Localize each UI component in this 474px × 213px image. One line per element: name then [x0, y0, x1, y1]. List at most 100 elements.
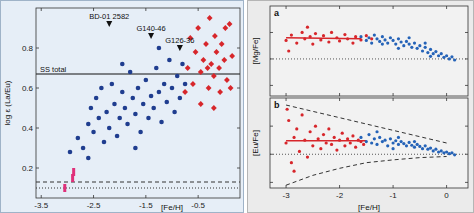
data-point	[359, 140, 362, 143]
data-point	[222, 25, 228, 31]
data-point	[117, 116, 122, 121]
reference-line	[270, 58, 468, 59]
data-point	[426, 51, 429, 54]
trend-line	[286, 140, 366, 142]
x-tick	[145, 8, 146, 11]
data-point	[107, 126, 112, 131]
data-point	[359, 38, 362, 41]
x-tick	[198, 8, 199, 11]
y-tick	[237, 128, 240, 129]
plot-frame	[36, 8, 240, 198]
data-point	[453, 58, 456, 61]
data-point	[416, 47, 419, 50]
data-point	[292, 136, 295, 139]
reference-line	[36, 74, 240, 75]
y-tick	[36, 88, 39, 89]
data-point	[437, 54, 440, 57]
data-point	[413, 140, 416, 143]
data-point	[309, 35, 312, 38]
data-point	[338, 139, 341, 142]
data-point	[298, 150, 301, 153]
data-point	[180, 62, 185, 67]
data-point	[68, 150, 73, 155]
data-point	[378, 136, 381, 139]
x-tick	[93, 8, 94, 11]
data-point	[343, 144, 346, 147]
data-point	[96, 116, 101, 121]
data-point	[141, 102, 146, 107]
data-point	[424, 41, 427, 44]
y-axis-label: [Eu/Fe]	[251, 130, 260, 156]
data-point	[110, 82, 115, 87]
annotation-text: G126-36	[165, 36, 194, 45]
data-point	[120, 90, 125, 95]
x-tick-label: -2	[336, 191, 344, 200]
data-point	[203, 41, 209, 47]
data-point	[216, 65, 222, 71]
data-point	[284, 141, 287, 144]
data-point	[306, 26, 309, 29]
data-point	[94, 96, 99, 101]
data-point	[286, 108, 289, 111]
panel-label: b	[274, 100, 280, 110]
data-point	[365, 140, 368, 143]
annotation-marker	[177, 45, 183, 51]
x-tick-label: -1.5	[139, 201, 153, 210]
data-point	[217, 89, 223, 95]
y-tick	[270, 126, 273, 127]
y-axis-label: log ε (La/Eu)	[3, 80, 12, 125]
data-point	[212, 33, 218, 39]
data-point	[144, 78, 149, 83]
data-point	[120, 62, 125, 67]
data-point	[391, 141, 394, 144]
data-point	[394, 43, 397, 46]
data-point	[175, 74, 180, 79]
y-tick	[36, 128, 39, 129]
data-point	[301, 113, 304, 116]
data-point	[224, 77, 230, 83]
data-point	[136, 86, 141, 91]
data-point	[418, 145, 421, 148]
x-tick	[41, 8, 42, 11]
data-point	[383, 139, 386, 142]
data-point	[206, 85, 212, 91]
x-tick-label: -2.5	[87, 201, 101, 210]
data-point	[343, 33, 346, 36]
data-point	[397, 37, 400, 40]
data-point	[354, 146, 357, 149]
x-tick-label: -3	[282, 191, 290, 200]
data-point	[208, 61, 214, 67]
y-tick	[270, 32, 273, 33]
data-point	[335, 36, 338, 39]
data-point	[408, 141, 411, 144]
data-point	[195, 25, 201, 31]
data-point	[397, 143, 400, 146]
y-tick	[237, 88, 240, 89]
reference-line	[36, 182, 240, 183]
data-point	[198, 69, 204, 75]
x-tick	[446, 93, 447, 96]
data-point	[292, 170, 295, 173]
data-point	[303, 37, 306, 40]
data-point	[162, 82, 167, 87]
x-tick	[393, 93, 394, 96]
data-point	[359, 35, 362, 38]
data-point	[115, 134, 120, 139]
data-point	[330, 143, 333, 146]
data-point	[362, 143, 365, 146]
x-tick	[393, 98, 394, 101]
data-point	[381, 35, 384, 38]
data-point	[185, 65, 191, 71]
data-point	[429, 146, 432, 149]
data-point	[413, 146, 416, 149]
data-point	[445, 150, 448, 153]
data-point	[72, 168, 75, 176]
data-point	[365, 34, 368, 37]
data-point	[375, 143, 378, 146]
x-axis-label: [Fe/H]	[358, 203, 380, 212]
data-point	[413, 41, 416, 44]
x-tick	[339, 6, 340, 9]
reference-label: SS total	[40, 65, 67, 74]
y-tick	[465, 126, 468, 127]
data-point	[207, 15, 213, 21]
